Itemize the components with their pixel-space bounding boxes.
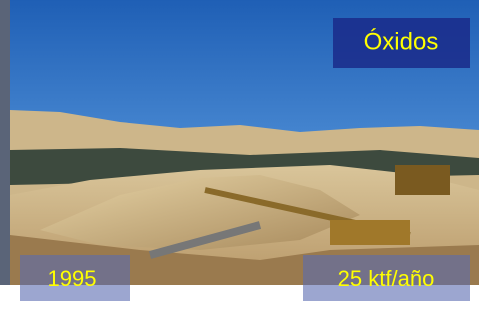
title: Óxidos (364, 28, 439, 55)
capacity: 25 ktf/año (338, 266, 435, 291)
left-border (0, 0, 10, 285)
machinery (395, 165, 450, 195)
stacker (330, 220, 410, 245)
year: 1995 (48, 266, 97, 291)
photo-slide: Óxidos 1995 25 ktf/año (0, 0, 479, 309)
